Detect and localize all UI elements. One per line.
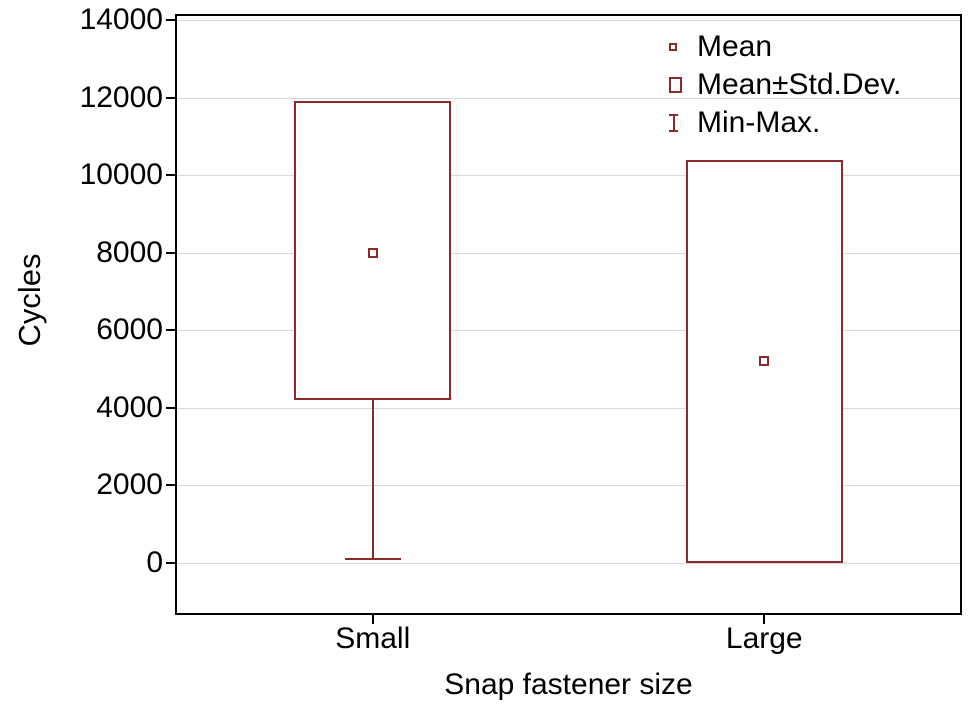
mean-point-marker-icon (669, 43, 691, 51)
y-tick (166, 562, 175, 564)
gridline (177, 485, 960, 487)
whisker-cap-top (669, 114, 678, 116)
y-tick (166, 251, 175, 254)
legend-label: Min-Max. (697, 106, 821, 139)
y-tick (166, 174, 175, 177)
gridline (177, 563, 960, 564)
legend-item: Mean±Std.Dev. (669, 66, 901, 104)
gridline (177, 97, 960, 99)
y-tick-label: 6000 (96, 313, 163, 347)
y-tick (166, 96, 175, 99)
y-tick (166, 484, 175, 487)
legend-item: Min-Max. (669, 104, 901, 142)
gridline (177, 252, 960, 254)
y-tick-label: 14000 (79, 3, 163, 36)
y-axis-title: Cycles (12, 253, 47, 347)
mean-marker (367, 247, 378, 258)
legend-label: Mean (697, 30, 773, 63)
whisker-vline (672, 114, 675, 132)
y-tick-label: 12000 (79, 80, 163, 114)
y-tick (166, 329, 175, 332)
whisker-cap (344, 558, 401, 561)
whisker-line (371, 400, 374, 560)
y-tick (166, 406, 175, 409)
legend: Mean Mean±Std.Dev. Min-Max. (669, 28, 901, 142)
y-axis-tick-labels: 0 2000 4000 6000 8000 10000 12000 14000 (55, 5, 163, 613)
x-tick (371, 615, 374, 624)
y-tick-label: 8000 (96, 235, 163, 269)
whisker-cap-bottom (669, 130, 678, 132)
box-marker-icon (669, 77, 682, 93)
mean-marker-icon (669, 43, 677, 51)
whisker-marker-icon (669, 114, 691, 132)
gridline (177, 175, 960, 177)
x-axis-title: Snap fastener size (444, 668, 693, 701)
x-tick-label: Small (335, 622, 411, 655)
y-tick-label: 10000 (79, 158, 163, 192)
y-tick-label: 2000 (96, 468, 163, 502)
gridline (177, 330, 960, 332)
box-marker-icon (669, 77, 691, 93)
x-tick (763, 615, 766, 624)
x-tick-label: Large (725, 622, 803, 655)
whisker-marker-icon (669, 114, 678, 132)
gridline (177, 407, 960, 409)
legend-label: Mean±Std.Dev. (697, 68, 902, 101)
plot-area: Mean Mean±Std.Dev. Min-Max. (166, 14, 962, 624)
gridline (177, 20, 960, 21)
y-tick-label: 4000 (96, 390, 163, 424)
mean-marker (759, 356, 770, 367)
y-tick (166, 19, 175, 21)
y-tick-label: 0 (146, 546, 163, 579)
legend-item: Mean (669, 28, 901, 66)
